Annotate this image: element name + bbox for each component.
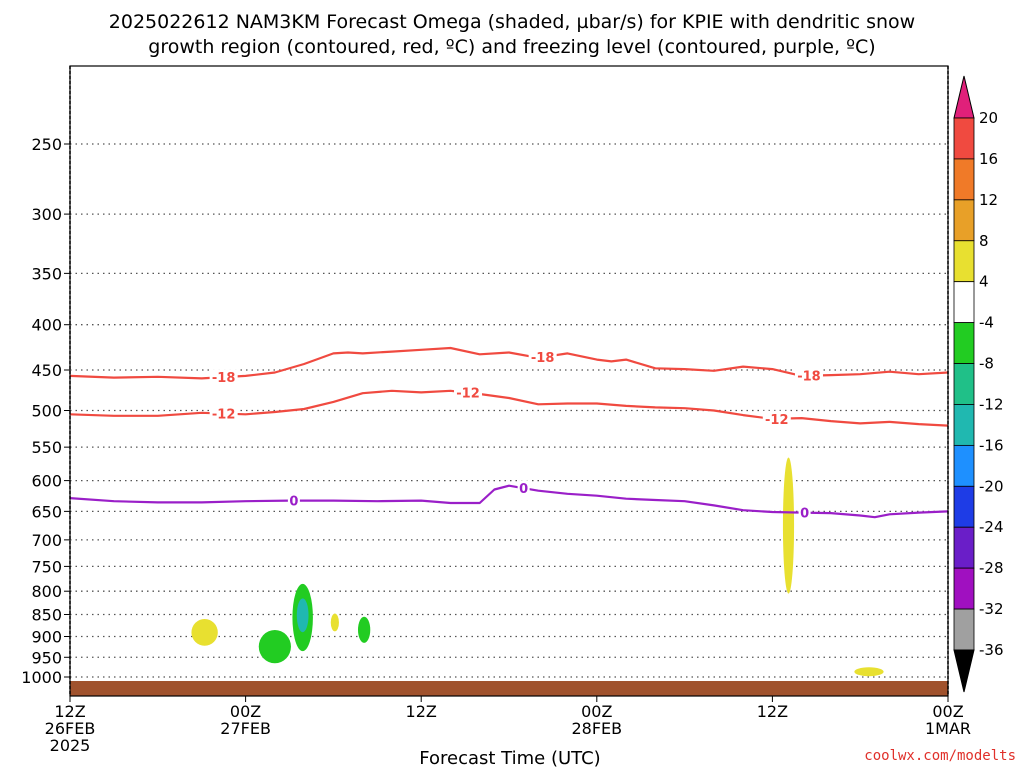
x-tick-label-3-1: 28FEB [571, 719, 622, 738]
colorbar-segment-4-to--4 [953, 281, 975, 324]
colorbar-segment-12-to-8 [953, 199, 975, 242]
y-tick-label-350: 350 [31, 264, 62, 283]
plot-area: -18 -18 -18 -12 -12 -12 0 0 0 [69, 65, 949, 697]
colorbar-segment--28-to--32 [953, 567, 975, 610]
contour-label-bg--12-1 [454, 384, 483, 400]
omega-shading-teal-core-hour-16 [296, 598, 309, 633]
y-tick-label-600: 600 [31, 472, 62, 491]
contour-label-bg-0-2 [798, 504, 811, 520]
colorbar-segment--12-to--16 [953, 404, 975, 446]
y-tick-label-750: 750 [31, 557, 62, 576]
omega-shading-yellow-blob-hour-54 [854, 667, 884, 677]
x-tick-label-0-0: 12Z [54, 702, 85, 721]
contour-label--18-2: -18 [797, 370, 821, 385]
omega-shading-yellow-column-hour-49 [782, 457, 795, 594]
colorbar-label--4: -4 [979, 314, 994, 332]
colorbar-segment-16-to-12 [953, 158, 975, 201]
contour-label-bg--18-1 [528, 349, 557, 365]
y-tick-label-700: 700 [31, 531, 62, 550]
colorbar: 20 16 12 8 4 -4 -8 -12 -16 -20 -24 -28 -32 -36 [953, 75, 1004, 693]
omega-shading-green-blob-hour-14-15 [258, 630, 291, 664]
y-tick-label-850: 850 [31, 606, 62, 625]
colorbar-label-8: 8 [979, 232, 989, 250]
chart-title-line-2: growth region (contoured, red, ºC) and f… [148, 36, 875, 58]
x-tick-label-1-1: 27FEB [220, 719, 271, 738]
colorbar-label--32: -32 [979, 600, 1004, 618]
y-tick-label-650: 650 [31, 502, 62, 521]
x-tick-label-0-1: 26FEB [45, 719, 96, 738]
contour-line-0 [69, 484, 949, 519]
colorbar-label--28: -28 [979, 559, 1004, 577]
contour-label-bg--18-2 [794, 367, 823, 383]
colorbar-label--12: -12 [979, 395, 1004, 413]
contour-line--12 [69, 389, 949, 427]
omega-shading-green-blob-hour-20 [357, 616, 371, 643]
surface-terrain [70, 681, 948, 696]
colorbar-label-12: 12 [979, 191, 998, 209]
colorbar-label--24: -24 [979, 518, 1004, 536]
y-tick-label-950: 950 [31, 648, 62, 667]
y-tick-label-400: 400 [31, 316, 62, 335]
colorbar-label--16: -16 [979, 436, 1004, 454]
colorbar-label-4: 4 [979, 273, 989, 291]
y-tick-label-900: 900 [31, 627, 62, 646]
contour-label--12-0: -12 [212, 408, 236, 423]
x-axis-title: Forecast Time (UTC) [419, 748, 600, 768]
colorbar-segment--32-to--36 [953, 608, 975, 651]
y-tick-label-450: 450 [31, 361, 62, 380]
y-tick-label-550: 550 [31, 438, 62, 457]
contour-label-bg-0-0 [287, 492, 300, 508]
x-tick-label-5-0: 00Z [932, 702, 963, 721]
colorbar-segment-8-to-4 [953, 240, 975, 283]
colorbar-segment--24-to--28 [953, 526, 975, 569]
contour-label-bg--12-2 [762, 410, 791, 426]
x-tick-label-1-0: 00Z [230, 702, 261, 721]
contour-label-0-0: 0 [289, 495, 298, 510]
y-tick-label-800: 800 [31, 582, 62, 601]
colorbar-segment--4-to--8 [953, 322, 975, 364]
omega-shading-yellow-blob-hour-18 [330, 613, 339, 632]
colorbar-top-extend [953, 75, 975, 119]
colorbar-segment--20-to--24 [953, 485, 975, 528]
colorbar-label--36: -36 [979, 641, 1004, 659]
x-tick-label-5-1: 1MAR [925, 719, 971, 738]
x-tick-label-0-2: 2025 [50, 736, 91, 755]
x-tick-label-4-0: 12Z [757, 702, 788, 721]
contour-label-bg--18-0 [209, 369, 238, 385]
colorbar-bottom-extend [953, 649, 975, 693]
colorbar-label-20: 20 [979, 109, 998, 127]
contour-label--12-1: -12 [456, 387, 480, 402]
y-tick-label-500: 500 [31, 402, 62, 421]
contour-label--18-1: -18 [531, 351, 555, 366]
contour-label-bg-0-1 [517, 480, 530, 496]
colorbar-segment-20-to-16 [953, 117, 975, 160]
contour-label-0-2: 0 [800, 507, 809, 522]
colorbar-label--8: -8 [979, 355, 994, 373]
contour-label-0-1: 0 [519, 482, 528, 497]
x-tick-label-3-0: 00Z [581, 702, 612, 721]
colorbar-label-16: 16 [979, 150, 998, 168]
y-tick-label-300: 300 [31, 205, 62, 224]
y-axis: 250 300 350 400 450 500 550 600 650 700 750 800 850 9… [21, 135, 70, 687]
contour-label--18-0: -18 [212, 371, 236, 386]
omega-shading-yellow-blob-near-hour-9 [191, 619, 218, 646]
colorbar-segment--8-to--12 [953, 363, 975, 405]
y-tick-label-1000: 1000 [21, 668, 62, 687]
credit-link[interactable]: coolwx.com/modelts [864, 748, 1016, 764]
colorbar-segment--16-to--20 [953, 444, 975, 487]
contour-label-bg--12-0 [209, 405, 238, 421]
x-tick-label-2-0: 12Z [406, 702, 437, 721]
colorbar-label--20: -20 [979, 477, 1004, 495]
y-tick-label-250: 250 [31, 135, 62, 154]
chart-title-line-1: 2025022612 NAM3KM Forecast Omega (shaded… [109, 11, 915, 33]
contour-label--12-2: -12 [765, 413, 789, 428]
